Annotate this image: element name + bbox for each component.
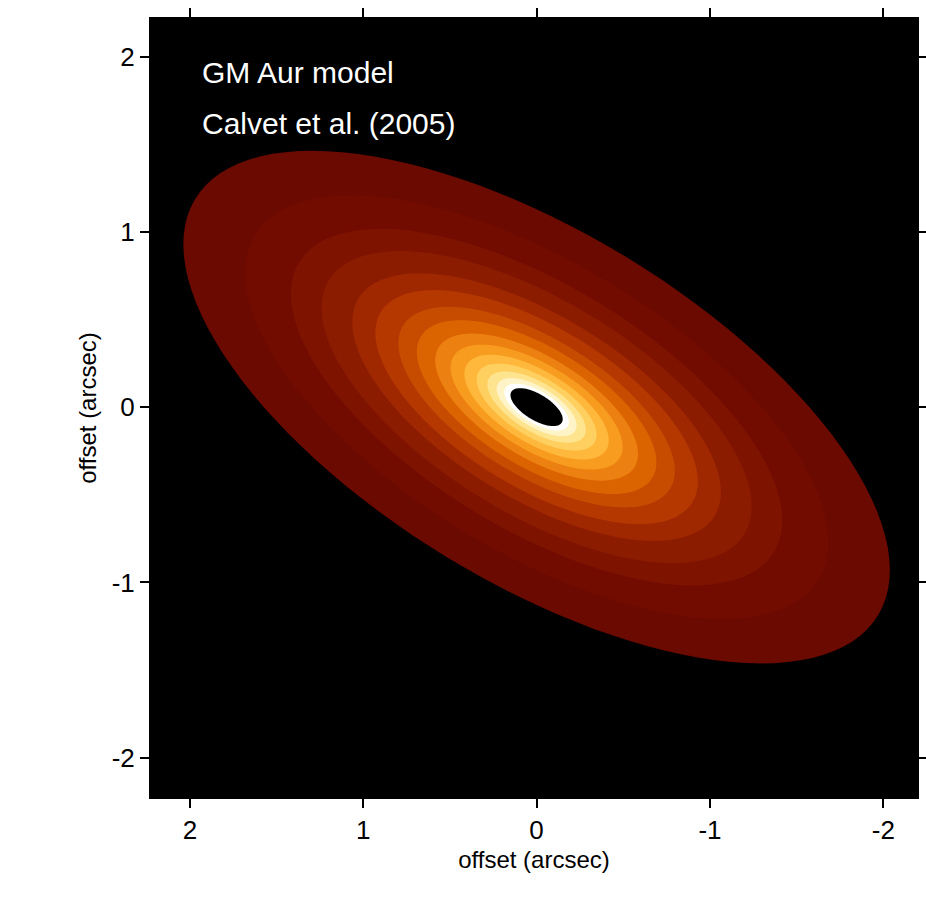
svg-text:0: 0 (120, 392, 134, 422)
svg-text:GM Aur model: GM Aur model (202, 56, 394, 89)
svg-text:-1: -1 (698, 815, 721, 845)
svg-text:offset (arcsec): offset (arcsec) (458, 846, 610, 873)
svg-text:-1: -1 (112, 568, 135, 598)
svg-text:offset (arcsec): offset (arcsec) (74, 332, 101, 484)
svg-text:2: 2 (120, 42, 134, 72)
svg-text:2: 2 (183, 815, 197, 845)
svg-text:Calvet et al. (2005): Calvet et al. (2005) (202, 107, 455, 140)
svg-text:1: 1 (120, 217, 134, 247)
svg-text:-2: -2 (112, 743, 135, 773)
svg-text:0: 0 (529, 815, 543, 845)
svg-text:-2: -2 (872, 815, 895, 845)
svg-text:1: 1 (356, 815, 370, 845)
